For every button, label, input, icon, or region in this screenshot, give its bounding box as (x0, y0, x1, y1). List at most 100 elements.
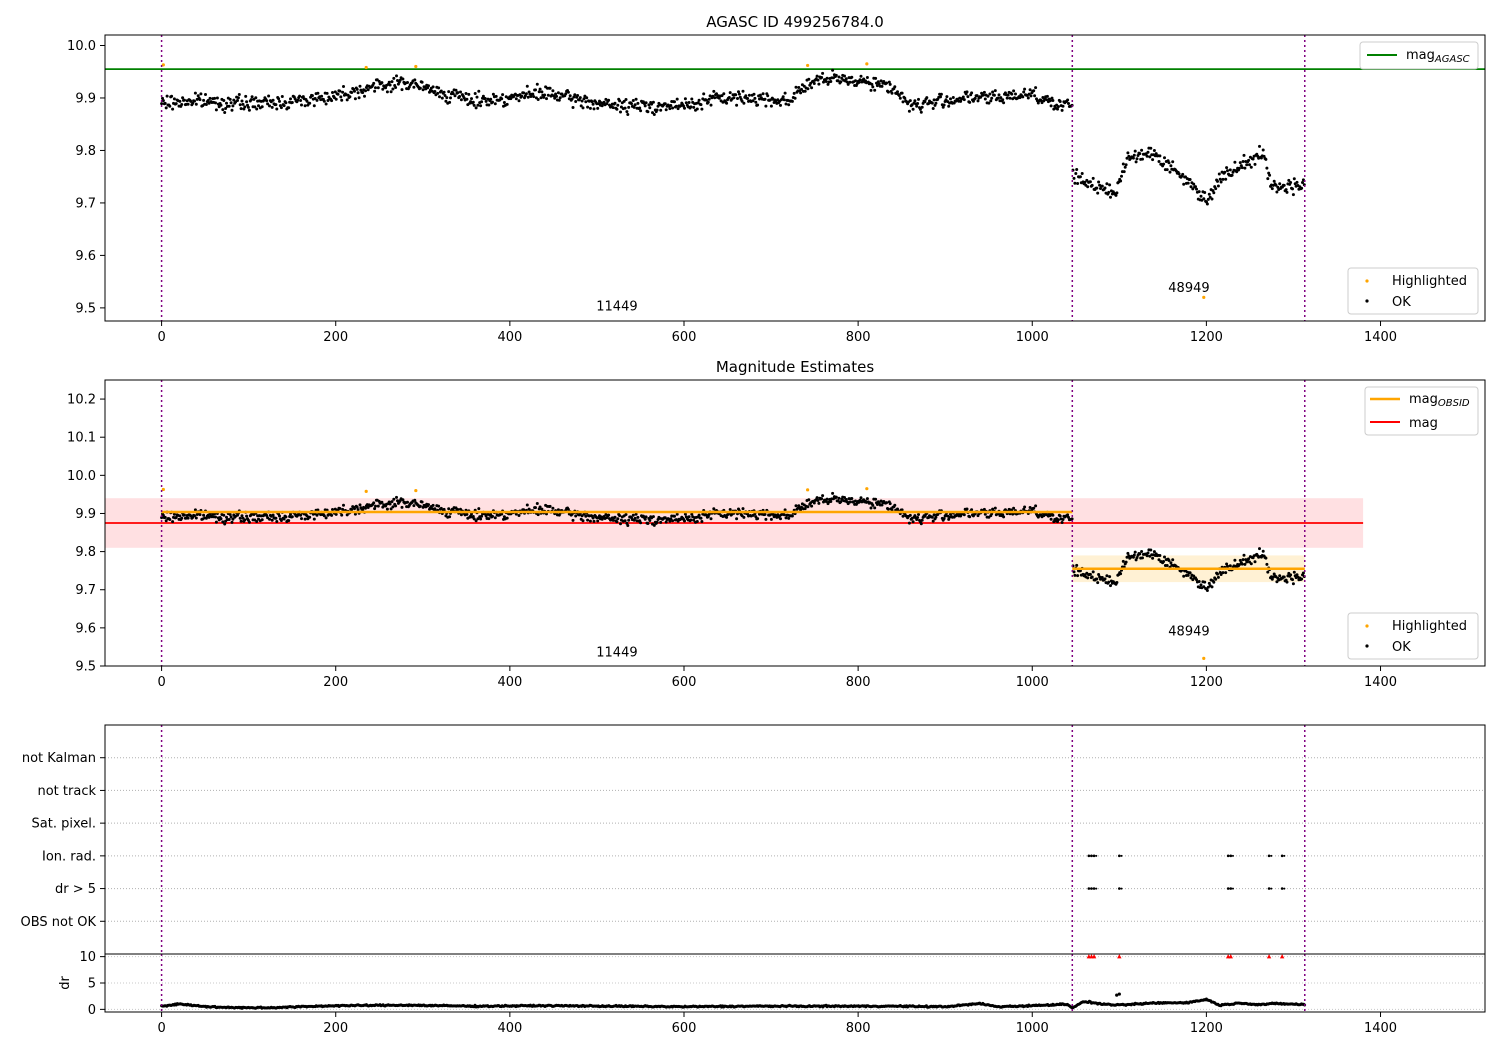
ok-point (626, 524, 630, 527)
ok-point (782, 513, 786, 517)
ok-point (782, 98, 786, 102)
ok-point (615, 107, 619, 111)
ok-point (395, 495, 398, 499)
ok-point (916, 102, 920, 105)
ok-point (376, 86, 380, 90)
flag-marker (1231, 854, 1234, 857)
ok-point (556, 508, 560, 512)
ok-point (990, 96, 994, 100)
ok-point (655, 108, 659, 112)
legend-highlighted-marker (1365, 279, 1369, 283)
flag-marker (1226, 854, 1230, 858)
ok-point (815, 496, 819, 500)
ok-point (1285, 190, 1289, 194)
ok-point (573, 93, 577, 97)
ok-point (1002, 515, 1006, 519)
agasc-legend-points: Highlighted OK (1347, 267, 1479, 315)
ok-point (880, 84, 884, 88)
ok-point (247, 108, 251, 112)
ok-point (1100, 576, 1104, 579)
ok-point (290, 515, 294, 519)
ok-point (991, 90, 995, 94)
ok-point (1023, 87, 1027, 91)
ok-point (341, 90, 345, 94)
ok-point (458, 95, 462, 98)
ok-point (695, 520, 699, 523)
ok-point (213, 96, 217, 100)
ok-point (479, 517, 483, 521)
ok-point (947, 104, 951, 108)
ok-point (699, 516, 703, 520)
agasc-magnitude-panel: AGASC ID 499256784.0 11449 48949 0 200 400 60… (67, 13, 1486, 345)
ok-point (754, 100, 758, 104)
ok-point (316, 91, 320, 95)
ok-point (171, 107, 175, 111)
ok-point (477, 507, 481, 511)
legend-highlighted-marker (1365, 624, 1369, 628)
ok-point (489, 97, 493, 101)
ok-point (453, 94, 457, 98)
ok-point (893, 503, 897, 507)
ok-point (591, 102, 595, 106)
ok-point (1096, 581, 1100, 585)
ok-point (438, 95, 441, 99)
ok-point (1127, 154, 1131, 158)
ok-point (949, 97, 952, 101)
ok-point (483, 97, 487, 100)
ok-point (1158, 554, 1162, 557)
ok-point (586, 105, 590, 109)
ok-point (939, 92, 943, 96)
ok-point (180, 516, 184, 520)
ok-point (315, 98, 319, 102)
ok-point (536, 98, 540, 101)
ok-point (325, 91, 329, 95)
ok-point (751, 99, 755, 103)
ok-point (287, 519, 291, 523)
ok-point (1146, 150, 1150, 154)
ok-point (655, 520, 659, 524)
ok-point (675, 97, 679, 101)
ok-point (1151, 158, 1155, 162)
ok-point (671, 106, 675, 110)
ok-point (1134, 558, 1138, 562)
ok-point (353, 89, 356, 93)
ok-point (400, 88, 404, 92)
ok-point (381, 87, 385, 91)
ok-point (754, 515, 758, 519)
ok-point (517, 99, 521, 103)
dr-y-tick-label: 10 (79, 950, 96, 965)
ok-point (779, 517, 782, 521)
estimates-panel-content: 11449 48949 0 200 400 600 800 1000 1200 1400 9.5 9.… (67, 380, 1397, 690)
ok-point (322, 99, 326, 103)
ok-point (480, 514, 484, 518)
ok-point (859, 496, 863, 500)
ok-point (340, 513, 344, 517)
ok-point (592, 519, 596, 523)
highlighted-point (414, 488, 418, 493)
flag-marker (1270, 887, 1273, 890)
ok-point (582, 97, 586, 101)
ok-point (194, 102, 198, 106)
ok-point (206, 99, 210, 102)
ok-point (1226, 564, 1229, 568)
ok-point (257, 104, 260, 108)
ok-point (380, 500, 384, 504)
ok-point (355, 505, 359, 509)
agasc-y-tick-label: 9.8 (75, 144, 96, 159)
ok-point (705, 98, 708, 102)
ok-point (353, 97, 357, 101)
ok-point (275, 107, 279, 111)
ok-point (267, 94, 271, 98)
ok-point (857, 80, 861, 84)
ok-point (1253, 162, 1257, 166)
ok-point (873, 506, 877, 510)
dr-x-tick-label: 1200 (1190, 1021, 1223, 1036)
ok-point (215, 96, 219, 100)
ok-point (919, 110, 923, 114)
ok-point (282, 517, 286, 521)
ok-point (266, 102, 270, 106)
legend-highlighted-label: Highlighted (1392, 619, 1467, 634)
ok-point (1205, 202, 1209, 206)
ok-point (522, 91, 526, 95)
ok-point (917, 97, 920, 101)
